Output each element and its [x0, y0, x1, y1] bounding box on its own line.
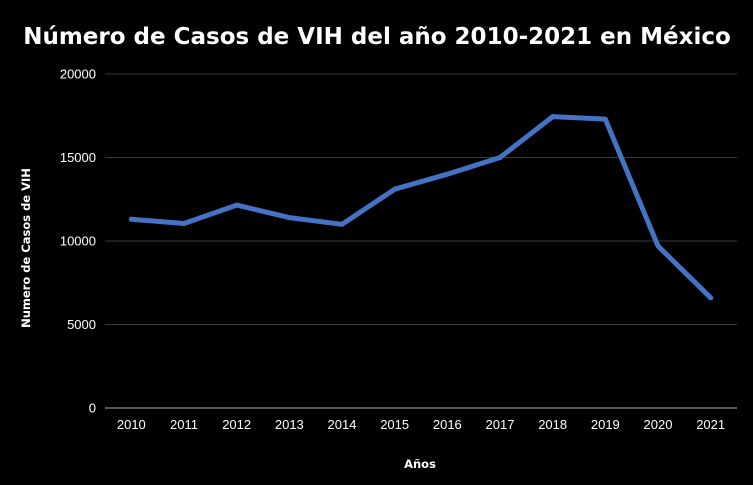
y-tick-label: 20000 — [60, 67, 96, 82]
x-tick-label: 2021 — [696, 417, 725, 432]
x-tick-label: 2013 — [275, 417, 304, 432]
data-point — [392, 186, 398, 192]
x-tick-label: 2015 — [380, 417, 409, 432]
chart-title: Número de Casos de VIH del año 2010-2021… — [23, 24, 731, 50]
x-tick-label: 2011 — [170, 417, 198, 432]
x-tick-label: 2019 — [591, 417, 620, 432]
data-point — [497, 155, 503, 160]
data-point — [234, 202, 240, 208]
x-tick-labels: 2010 2011 2012 2013 2014 2015 2016 2017 2018 2019… — [117, 417, 725, 432]
x-tick-label: 2018 — [538, 417, 567, 432]
series-line — [128, 114, 714, 301]
x-tick-label: 2014 — [328, 417, 357, 432]
x-tick-label: 2010 — [117, 417, 146, 432]
data-point — [655, 243, 661, 249]
x-axis-label: Años — [404, 457, 436, 471]
data-point — [128, 216, 134, 222]
y-tick-label: 10000 — [60, 234, 96, 249]
y-tick-labels: 0 5000 10000 15000 20000 — [60, 67, 96, 416]
gridlines — [105, 73, 737, 409]
y-tick-label: 5000 — [67, 317, 96, 332]
data-point — [444, 171, 450, 177]
data-point — [181, 220, 187, 226]
data-point — [708, 295, 714, 301]
data-point — [339, 221, 345, 227]
series-group — [128, 114, 714, 301]
y-tick-label: 0 — [89, 401, 96, 416]
x-tick-label: 2017 — [486, 417, 515, 432]
x-tick-label: 2020 — [644, 417, 673, 432]
data-point — [550, 114, 556, 120]
y-tick-label: 15000 — [60, 150, 96, 165]
data-point — [286, 215, 292, 221]
y-axis-label: Numero de Casos de VIH — [19, 168, 33, 328]
x-tick-label: 2012 — [222, 417, 251, 432]
data-point — [602, 116, 608, 122]
x-tick-label: 2016 — [433, 417, 462, 432]
